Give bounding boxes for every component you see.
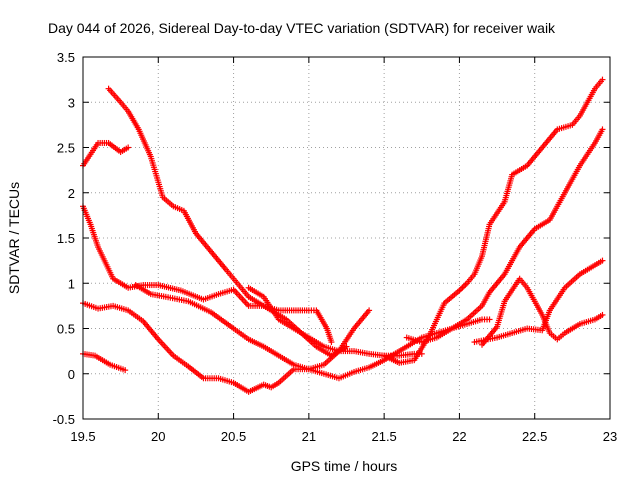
y-tick-label: 1 [68, 276, 75, 291]
x-axis-label: GPS time / hours [291, 458, 398, 474]
y-tick-label: 2 [68, 186, 75, 201]
axis-ticks: 19.5 20 20.5 21 21.5 22 22.5 23-0.500.511.522.5… [53, 50, 618, 444]
data-point [599, 126, 606, 133]
data-point [486, 316, 493, 323]
data-point [599, 311, 606, 318]
y-tick-label: 3 [68, 95, 75, 110]
data-point [125, 144, 132, 151]
data-point [599, 257, 606, 264]
data-points [80, 76, 606, 395]
y-axis-label: SDTVAR / TECUs [6, 182, 22, 294]
x-tick-label: 22.5 [522, 429, 547, 444]
data-point [122, 367, 129, 374]
x-tick-label: 20.5 [221, 429, 246, 444]
y-tick-label: 1.5 [57, 231, 75, 246]
x-tick-label: 21 [302, 429, 316, 444]
y-tick-label: 0.5 [57, 322, 75, 337]
chart-title: Day 044 of 2026, Sidereal Day-to-day VTE… [48, 20, 556, 36]
x-tick-label: 20 [151, 429, 165, 444]
data-point [366, 307, 373, 314]
plot-frame [82, 56, 611, 420]
x-tick-label: 22 [452, 429, 466, 444]
x-tick-label: 19.5 [70, 429, 95, 444]
x-tick-label: 23 [603, 429, 617, 444]
grid-layer [83, 57, 610, 419]
y-tick-label: 0 [68, 367, 75, 382]
x-tick-label: 21.5 [371, 429, 396, 444]
data-point [599, 76, 606, 83]
data-point [343, 343, 350, 350]
y-tick-label: -0.5 [53, 412, 75, 427]
data-point [328, 339, 335, 346]
y-tick-label: 2.5 [57, 141, 75, 156]
y-tick-label: 3.5 [57, 50, 75, 65]
